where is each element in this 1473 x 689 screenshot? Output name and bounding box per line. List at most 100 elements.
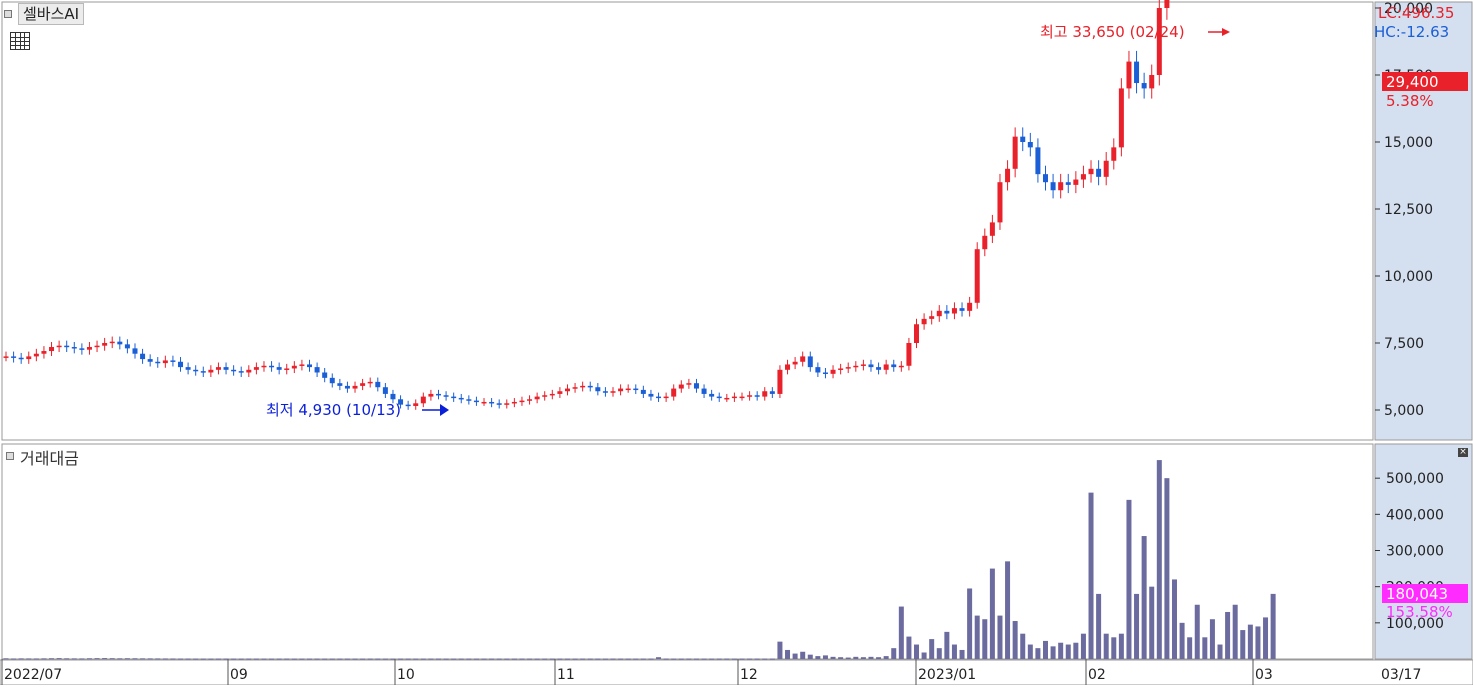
candle-body bbox=[314, 367, 320, 373]
volume-bar bbox=[868, 656, 874, 659]
volume-bar bbox=[769, 658, 775, 660]
candle-body bbox=[724, 397, 730, 400]
volume-bar bbox=[458, 658, 464, 660]
table-grid-icon[interactable] bbox=[10, 32, 30, 50]
volume-bar bbox=[1005, 561, 1011, 659]
volume-bar bbox=[929, 639, 935, 659]
volume-tick-label: 300,000 bbox=[1386, 544, 1444, 560]
low-annotation-label: 최저 4,930 (10/13) bbox=[266, 401, 401, 419]
candle-body bbox=[853, 365, 859, 368]
volume-bar bbox=[906, 636, 912, 659]
candle-body bbox=[800, 356, 806, 362]
candle-body bbox=[648, 393, 654, 397]
candle-body bbox=[534, 396, 540, 400]
volume-bar bbox=[102, 658, 108, 660]
candle-body bbox=[1118, 88, 1124, 148]
volume-bar bbox=[1171, 579, 1177, 659]
candle-body bbox=[572, 387, 578, 389]
volume-bar bbox=[1202, 637, 1208, 659]
volume-bar bbox=[231, 658, 237, 660]
stock-name-label[interactable]: 셀바스AI bbox=[18, 3, 85, 25]
candle-body bbox=[640, 389, 646, 394]
candle-body bbox=[1050, 182, 1056, 191]
panel-toggle-icon[interactable] bbox=[4, 10, 12, 18]
candle-body bbox=[375, 381, 381, 388]
volume-bar bbox=[822, 655, 828, 659]
volume-bar bbox=[1080, 633, 1086, 659]
volume-bar bbox=[284, 658, 290, 660]
volume-tick-label: 400,000 bbox=[1386, 507, 1444, 523]
volume-bar bbox=[853, 656, 859, 659]
candle-body bbox=[489, 401, 495, 404]
candle-body bbox=[3, 356, 9, 358]
volume-bar bbox=[367, 658, 373, 660]
candle-body bbox=[102, 343, 108, 346]
candle-body bbox=[496, 403, 502, 405]
candle-body bbox=[1096, 168, 1102, 177]
candle-body bbox=[443, 395, 449, 397]
volume-bar bbox=[466, 658, 472, 660]
candle-body bbox=[1073, 179, 1079, 185]
volume-bar bbox=[731, 658, 737, 660]
close-panel-icon[interactable]: × bbox=[1458, 447, 1468, 457]
candle-body bbox=[269, 365, 275, 368]
volume-bar bbox=[64, 658, 70, 660]
candle-body bbox=[557, 391, 563, 394]
volume-bar bbox=[420, 658, 426, 660]
candle-body bbox=[504, 403, 510, 405]
volume-bar bbox=[1096, 593, 1102, 659]
candle-body bbox=[367, 381, 373, 384]
volume-bar bbox=[1240, 630, 1246, 659]
volume-bar bbox=[640, 658, 646, 660]
volume-bar bbox=[3, 658, 9, 660]
candle-body bbox=[398, 399, 404, 405]
volume-bar bbox=[876, 657, 882, 659]
volume-bar bbox=[435, 658, 441, 660]
volume-panel-toggle-icon[interactable] bbox=[6, 452, 14, 460]
volume-bar bbox=[1111, 637, 1117, 659]
candle-body bbox=[147, 359, 153, 362]
candle-body bbox=[117, 341, 123, 345]
volume-bar bbox=[504, 658, 510, 660]
volume-bar bbox=[1225, 611, 1231, 659]
candle-body bbox=[284, 368, 290, 370]
volume-bar bbox=[140, 658, 146, 660]
volume-bar bbox=[527, 658, 533, 660]
candle-body bbox=[337, 383, 343, 386]
candle-body bbox=[162, 360, 168, 364]
volume-bar bbox=[238, 658, 244, 660]
candle-body bbox=[1027, 142, 1033, 148]
volume-bar bbox=[269, 658, 275, 660]
volume-bar bbox=[883, 656, 889, 659]
date-tick-label: 2022/07 bbox=[4, 667, 62, 683]
volume-bar bbox=[109, 658, 115, 660]
candle-body bbox=[1058, 182, 1064, 191]
candle-body bbox=[291, 365, 297, 369]
volume-bar bbox=[1073, 642, 1079, 659]
candle-body bbox=[428, 393, 434, 397]
volume-bar bbox=[71, 658, 77, 660]
last-price-badge bbox=[1382, 72, 1468, 91]
candle-body bbox=[891, 364, 897, 368]
volume-bar bbox=[618, 658, 624, 660]
volume-bar bbox=[200, 658, 206, 660]
candle-body bbox=[79, 348, 85, 350]
candle-body bbox=[390, 393, 396, 400]
candle-body bbox=[132, 348, 138, 354]
price-tick-label: 12,500 bbox=[1384, 202, 1433, 218]
candle-body bbox=[731, 396, 737, 399]
candle-body bbox=[170, 360, 176, 362]
candle-body bbox=[769, 391, 775, 394]
volume-bar bbox=[1156, 460, 1162, 659]
volume-bar bbox=[967, 588, 973, 659]
candle-body bbox=[898, 365, 904, 368]
date-tick-label: 03 bbox=[1255, 667, 1273, 683]
high-arrow-head bbox=[1222, 28, 1230, 36]
volume-bar bbox=[777, 641, 783, 659]
date-tick-label: 2023/01 bbox=[918, 667, 976, 683]
volume-bar bbox=[344, 658, 350, 660]
volume-bar bbox=[648, 658, 654, 660]
volume-bar bbox=[671, 658, 677, 660]
candle-body bbox=[253, 367, 259, 370]
